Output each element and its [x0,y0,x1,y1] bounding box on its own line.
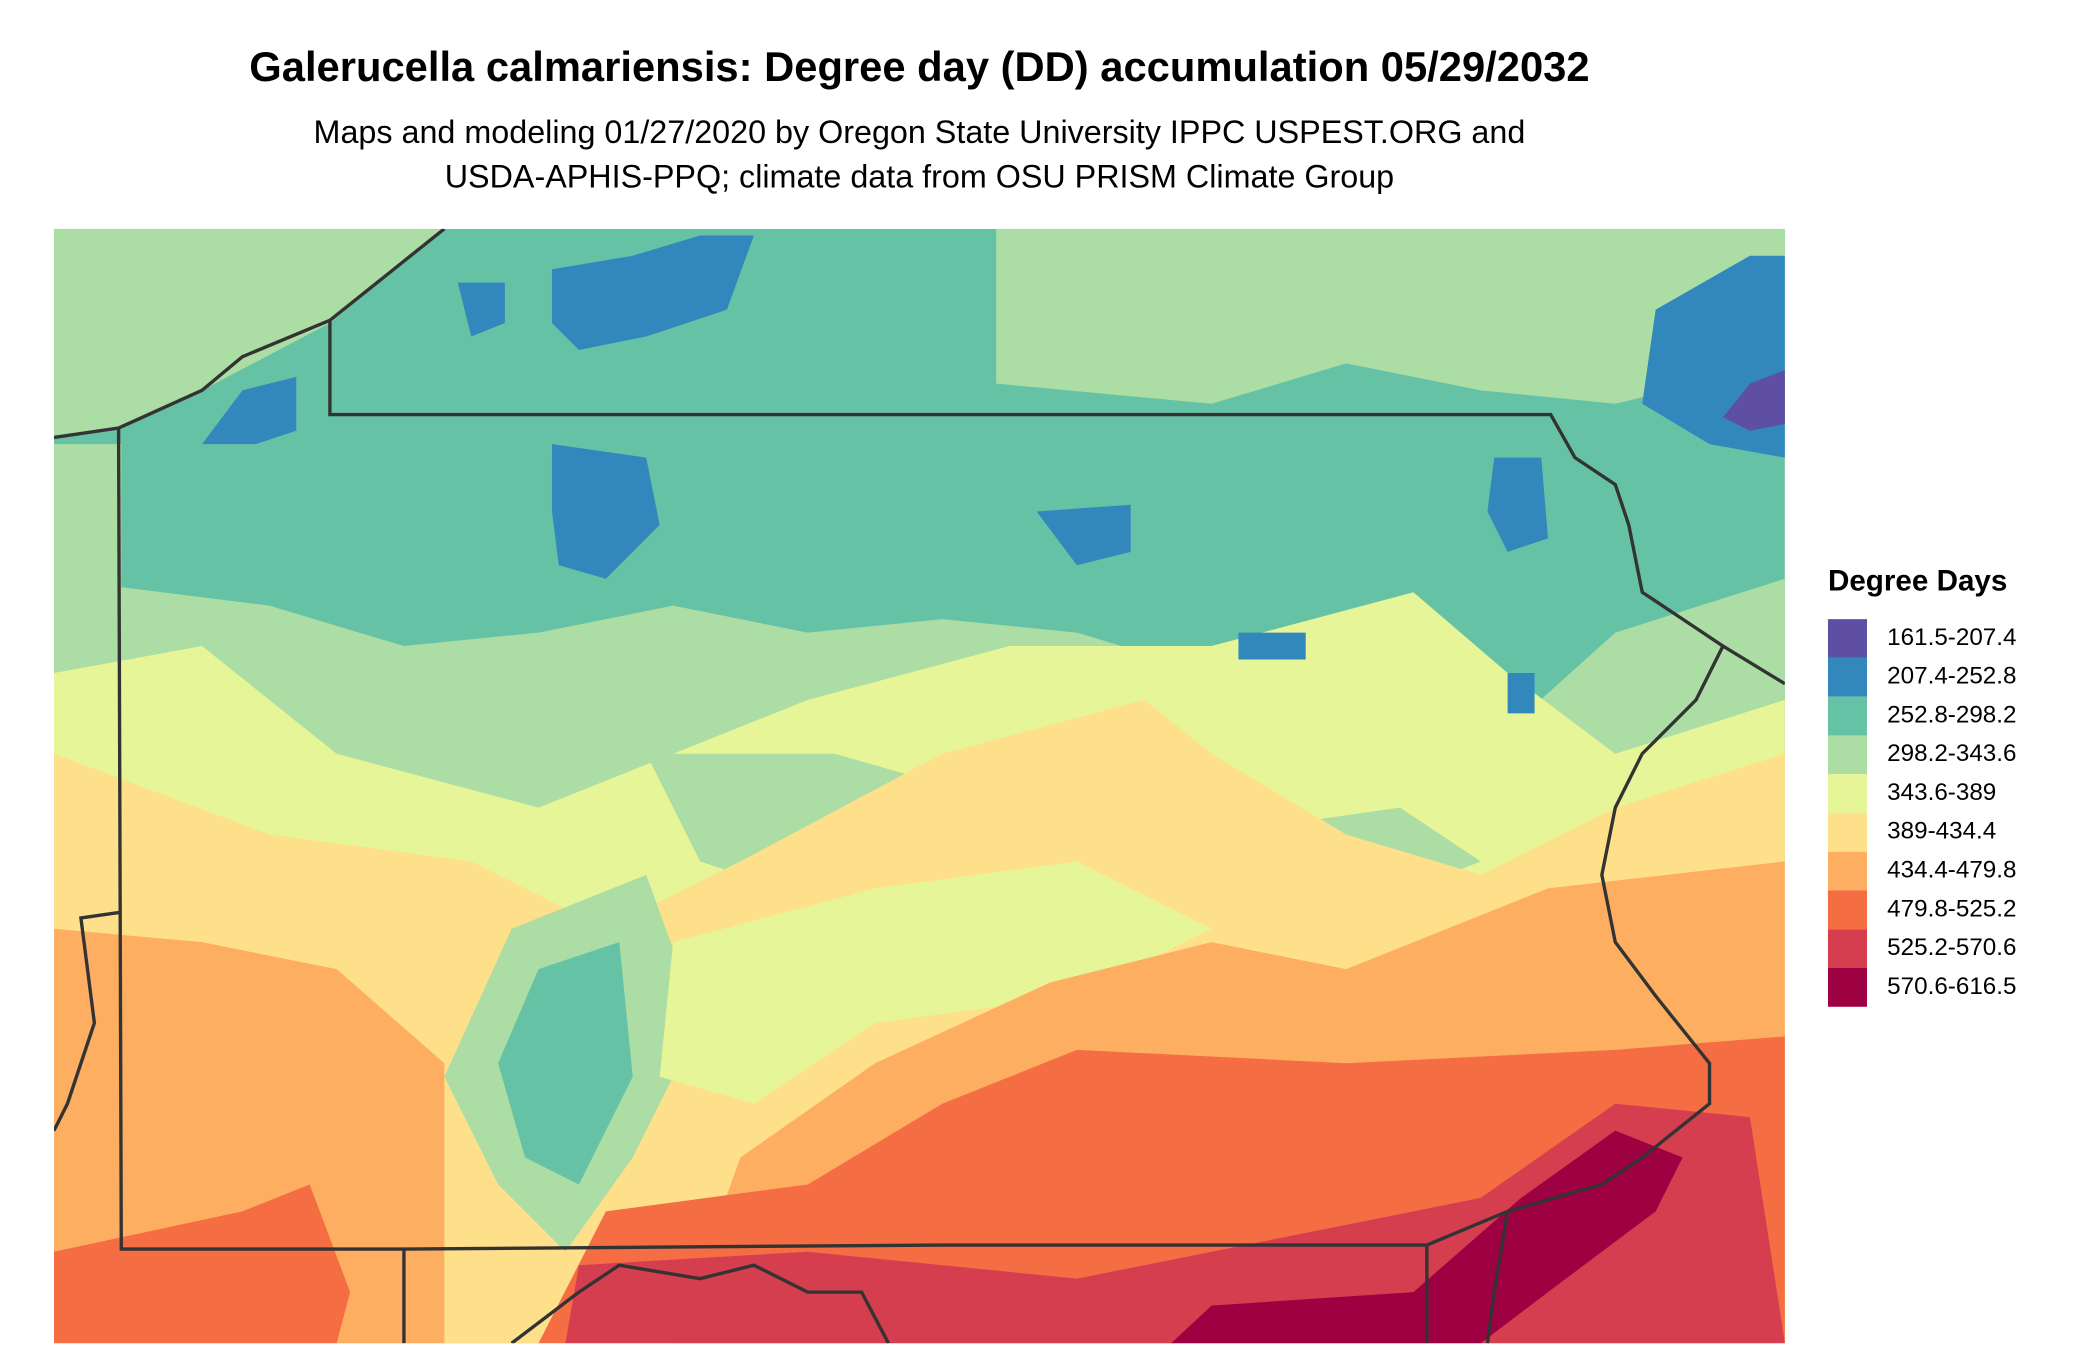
legend-label: 389-434.4 [1887,818,1996,845]
map-zone [498,942,633,1185]
legend-label: 161.5-207.4 [1887,624,2016,651]
legend-label: 434.4-479.8 [1887,856,2016,883]
map-zone [202,235,1785,714]
legend-swatch [1827,735,1867,775]
legend-label: 570.6-616.5 [1887,973,2016,1000]
map-zone [1171,1130,1683,1344]
legend-swatch [1827,774,1867,813]
map-zone [996,228,1785,404]
map-zone [1722,370,1785,431]
legend-swatch [1827,890,1867,930]
subtitle: Maps and modeling 01/27/2020 by Oregon S… [314,114,1526,150]
title: Galerucella calmariensis: Degree day (DD… [249,43,1589,90]
legend-label: 479.8-525.2 [1887,895,2016,922]
legend-title: Degree Days [1828,565,2007,598]
legend-label: 298.2-343.6 [1887,740,2016,767]
legend-swatch [1827,812,1867,852]
legend: 161.5-207.4 207.4-252.8 252.8-298.2 298.2-3… [1827,619,2016,1007]
legend-swatch [1827,968,1867,1007]
map-zone [659,861,1212,1104]
legend-swatch [1827,657,1867,697]
legend-label: 207.4-252.8 [1887,663,2016,690]
map-zone [53,1184,351,1344]
legend-swatch [1827,696,1867,736]
map-zone [53,444,122,593]
legend-label: 525.2-570.6 [1887,934,2016,961]
legend-swatch [1827,851,1867,891]
legend-swatch [1827,619,1867,658]
legend-label: 343.6-389 [1887,779,1996,806]
legend-swatch [1827,929,1867,969]
subtitle: USDA-APHIS-PPQ; climate data from OSU PR… [445,159,1394,195]
boundary [53,228,1785,1344]
map-zone [53,228,445,438]
legend-label: 252.8-298.2 [1887,701,2016,728]
map [53,228,1785,1344]
